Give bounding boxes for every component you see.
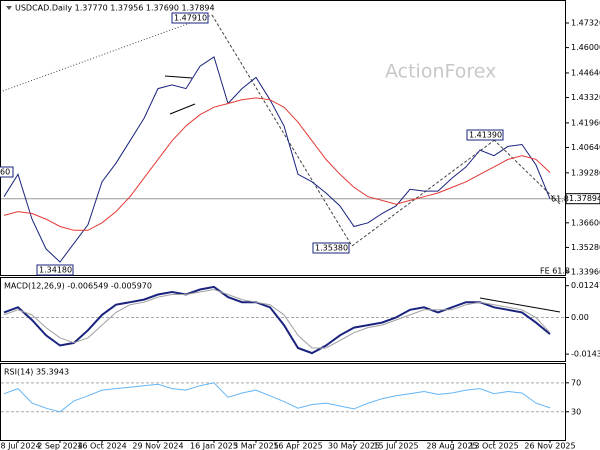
rsi-frame: [0, 363, 566, 441]
price-frame: [0, 0, 566, 276]
x-tick-label: 16 Jan 2025: [190, 442, 238, 450]
x-tick-label: 18 Jul 2024: [0, 442, 41, 450]
y-tick-label: 1.39280: [571, 168, 600, 177]
x-tick-label: 30 May 2025: [328, 442, 380, 450]
annotation-box: [466, 129, 504, 141]
y-tick-label: 1.41960: [571, 118, 600, 127]
annotation-box: [312, 242, 350, 254]
series-line: [3, 285, 551, 355]
panel-title: RSI(14) 35.3943: [4, 368, 69, 377]
series-line: [3, 56, 551, 263]
y-tick-label: 1.47320: [571, 18, 600, 27]
annotation: 1.47910: [174, 14, 207, 23]
annotation: 60: [0, 168, 10, 177]
menu-icon: [6, 6, 12, 10]
x-tick-label: 16 Oct 2024: [77, 442, 126, 450]
x-tick-label: 2 Sep 2024: [37, 442, 83, 450]
trend-line: [489, 135, 561, 205]
x-tick-label: 28 Aug 2025: [426, 442, 477, 450]
header-text: USDCAD.Daily 1.37770 1.37956 1.37690 1.3…: [15, 4, 215, 13]
panel-title: MACD(12,26,9) -0.006549 -0.005970: [4, 282, 152, 291]
annotation-box: [36, 264, 74, 276]
y-tick-label: 1.46000: [571, 43, 600, 52]
y-tick-label: 0.012472: [571, 281, 600, 290]
watermark: ActionForex: [385, 61, 496, 83]
x-tick-label: 29 Nov 2024: [132, 442, 183, 450]
last-price-box: [565, 193, 600, 205]
x-tick-label: 3 Mar 2025: [233, 442, 279, 450]
annotation-box: [0, 166, 14, 178]
trend-line: [169, 103, 196, 115]
annotation: 1.34180: [39, 266, 72, 275]
y-tick-label: 1.43320: [571, 93, 600, 102]
y-tick-label: 1.44640: [571, 68, 600, 77]
trend-line: [479, 297, 561, 313]
last-price-label: 1.37894: [569, 194, 600, 203]
series-line: [3, 97, 551, 231]
y-tick-label: -0.014389: [571, 350, 600, 359]
y-tick-label: 0.00: [571, 313, 589, 322]
y-tick-label: 1.35280: [571, 243, 600, 252]
x-tick-label: 26 Nov 2025: [524, 442, 575, 450]
x-tick-label: 13 Oct 2025: [469, 442, 518, 450]
y-tick-label: 30: [571, 407, 581, 416]
annotation-box: [171, 12, 209, 24]
trend-line: [164, 75, 193, 79]
y-tick-label: 70: [571, 378, 581, 387]
frames: [0, 0, 566, 441]
annotation: FE 61.8: [540, 267, 570, 276]
annotation: 61.8: [551, 195, 569, 204]
series-line: [3, 382, 551, 413]
x-tick-label: 16 Apr 2025: [273, 442, 322, 450]
annotation: 1.41390: [469, 131, 502, 140]
trend-line: [211, 14, 353, 247]
series-line: [3, 288, 551, 349]
annotation: 1.35380: [315, 244, 348, 253]
y-tick-label: 1.33960: [571, 268, 600, 277]
macd-frame: [0, 277, 566, 362]
y-tick-label: 1.40640: [571, 143, 600, 152]
x-tick-label: 15 Jul 2025: [373, 442, 418, 450]
y-tick-label: 1.36600: [571, 218, 600, 227]
